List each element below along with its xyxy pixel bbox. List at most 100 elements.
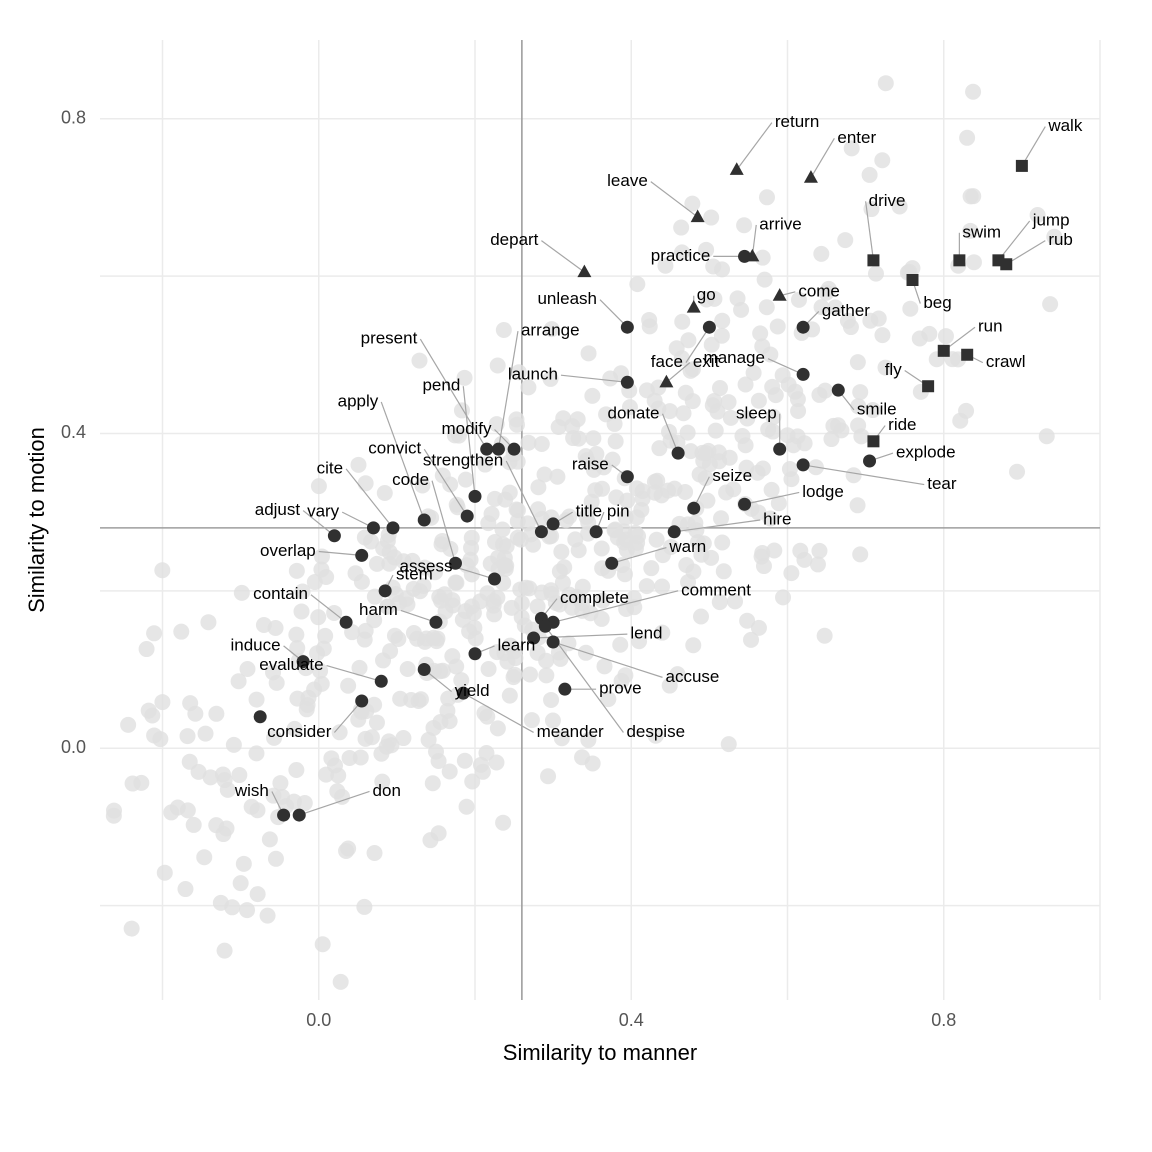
marker-square: [961, 349, 973, 361]
point-label: code: [392, 470, 429, 489]
marker-circle: [797, 368, 810, 381]
point-label: practice: [651, 246, 711, 265]
marker-circle: [703, 321, 716, 334]
point-label: enter: [837, 128, 876, 147]
marker-circle: [469, 490, 482, 503]
marker-square: [1000, 258, 1012, 270]
point-label: evaluate: [259, 655, 323, 674]
point-label: gather: [822, 301, 871, 320]
marker-circle: [672, 447, 685, 460]
point-label: swim: [962, 222, 1001, 241]
point-label: prove: [599, 679, 642, 698]
point-label: induce: [230, 635, 280, 654]
marker-circle: [863, 454, 876, 467]
marker-circle: [687, 502, 700, 515]
point-label: accuse: [666, 667, 720, 686]
point-label: vary: [307, 502, 340, 521]
marker-circle: [418, 514, 431, 527]
marker-circle: [277, 809, 290, 822]
marker-circle: [355, 549, 368, 562]
point-label: arrive: [759, 214, 802, 233]
marker-circle: [535, 525, 548, 538]
marker-circle: [621, 321, 634, 334]
point-label: explode: [896, 443, 956, 462]
marker-square: [922, 380, 934, 392]
marker-circle: [328, 529, 341, 542]
point-label: yield: [455, 681, 490, 700]
point-label: learn: [498, 635, 536, 654]
marker-circle: [254, 710, 267, 723]
point-label: present: [361, 329, 418, 348]
marker-circle: [429, 616, 442, 629]
point-label: crawl: [986, 352, 1026, 371]
y-axis-title: Similarity to motion: [24, 427, 49, 613]
point-label: pend: [422, 376, 460, 395]
point-label: complete: [560, 588, 629, 607]
marker-circle: [797, 458, 810, 471]
point-label: jump: [1032, 210, 1070, 229]
point-label: consider: [267, 722, 332, 741]
marker-circle: [773, 443, 786, 456]
marker-circle: [293, 809, 306, 822]
point-label: face: [651, 352, 683, 371]
x-tick-label: 0.0: [306, 1010, 331, 1030]
point-label: apply: [338, 391, 379, 410]
point-label: strengthen: [423, 450, 503, 469]
point-label: overlap: [260, 541, 316, 560]
marker-circle: [539, 620, 552, 633]
point-label: seize: [712, 466, 752, 485]
point-label: run: [978, 317, 1003, 336]
point-label: assess: [400, 557, 453, 576]
point-label: don: [373, 781, 401, 800]
point-label: despise: [626, 722, 685, 741]
point-label: go: [697, 285, 716, 304]
point-label: depart: [490, 230, 538, 249]
point-label: convict: [368, 439, 421, 458]
marker-circle: [621, 376, 634, 389]
point-label: drive: [869, 191, 906, 210]
point-label: walk: [1047, 116, 1083, 135]
point-label: rub: [1048, 230, 1073, 249]
point-label: fly: [885, 360, 903, 379]
marker-circle: [488, 573, 501, 586]
point-label: warn: [668, 537, 706, 556]
marker-square: [867, 254, 879, 266]
y-tick-label: 0.0: [61, 737, 86, 757]
point-label: harm: [359, 600, 398, 619]
point-label: adjust: [255, 500, 301, 519]
marker-circle: [547, 635, 560, 648]
marker-circle: [418, 663, 431, 676]
point-label: raise: [572, 454, 609, 473]
marker-square: [907, 274, 919, 286]
marker-circle: [621, 470, 634, 483]
point-label: come: [798, 281, 840, 300]
point-label: return: [775, 112, 819, 131]
point-label: leave: [607, 171, 648, 190]
point-label: hire: [763, 509, 791, 528]
marker-circle: [508, 443, 521, 456]
point-label: comment: [681, 580, 751, 599]
point-label: title: [576, 502, 602, 521]
point-label: donate: [608, 403, 660, 422]
point-label: beg: [923, 293, 951, 312]
marker-circle: [355, 694, 368, 707]
point-label: manage: [704, 348, 765, 367]
point-label: wish: [234, 781, 269, 800]
marker-circle: [461, 510, 474, 523]
marker-square: [953, 254, 965, 266]
point-label: lend: [630, 624, 662, 643]
point-label: launch: [508, 365, 558, 384]
marker-circle: [797, 321, 810, 334]
point-label: pin: [607, 502, 630, 521]
marker-circle: [469, 647, 482, 660]
x-tick-label: 0.8: [931, 1010, 956, 1030]
marker-circle: [738, 498, 751, 511]
point-label: modify: [441, 419, 492, 438]
point-label: sleep: [736, 403, 777, 422]
point-label: smile: [857, 399, 897, 418]
marker-circle: [832, 384, 845, 397]
marker-circle: [558, 683, 571, 696]
point-label: arrange: [521, 321, 580, 340]
marker-circle: [738, 250, 751, 263]
point-label: unleash: [537, 289, 597, 308]
